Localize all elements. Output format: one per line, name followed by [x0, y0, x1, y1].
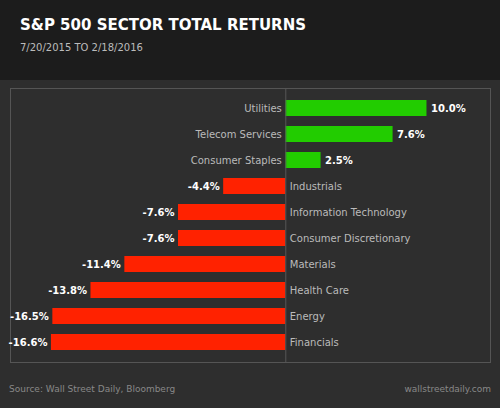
svg-text:10.0%: 10.0%	[431, 103, 466, 114]
svg-text:Energy: Energy	[290, 311, 325, 322]
svg-text:Consumer Staples: Consumer Staples	[191, 155, 282, 166]
svg-text:Financials: Financials	[290, 337, 339, 348]
svg-text:-13.8%: -13.8%	[48, 285, 87, 296]
svg-text:Information Technology: Information Technology	[290, 207, 407, 218]
svg-text:7.6%: 7.6%	[397, 129, 425, 140]
svg-text:-16.6%: -16.6%	[9, 337, 48, 348]
svg-text:-4.4%: -4.4%	[188, 181, 220, 192]
svg-text:Materials: Materials	[290, 259, 336, 270]
html-text:wallstreetdaily.com: wallstreetdaily.com	[404, 384, 491, 394]
svg-text:Health Care: Health Care	[290, 285, 349, 296]
svg-text:Consumer Discretionary: Consumer Discretionary	[290, 233, 411, 244]
html-text:7/20/2015 TO 2/18/2016: 7/20/2015 TO 2/18/2016	[20, 42, 143, 53]
svg-text:-11.4%: -11.4%	[82, 259, 121, 270]
svg-text:Telecom Services: Telecom Services	[195, 129, 282, 140]
svg-text:-7.6%: -7.6%	[143, 233, 175, 244]
svg-text:-16.5%: -16.5%	[10, 311, 49, 322]
svg-text:2.5%: 2.5%	[325, 155, 353, 166]
svg-text:-7.6%: -7.6%	[143, 207, 175, 218]
svg-text:Industrials: Industrials	[290, 181, 342, 192]
html-text:S&P 500 SECTOR TOTAL RETURNS: S&P 500 SECTOR TOTAL RETURNS	[20, 16, 306, 34]
html-text:Source: Wall Street Daily, Blo: Source: Wall Street Daily, Bloomberg	[9, 384, 176, 394]
svg-text:Utilities: Utilities	[244, 103, 282, 114]
